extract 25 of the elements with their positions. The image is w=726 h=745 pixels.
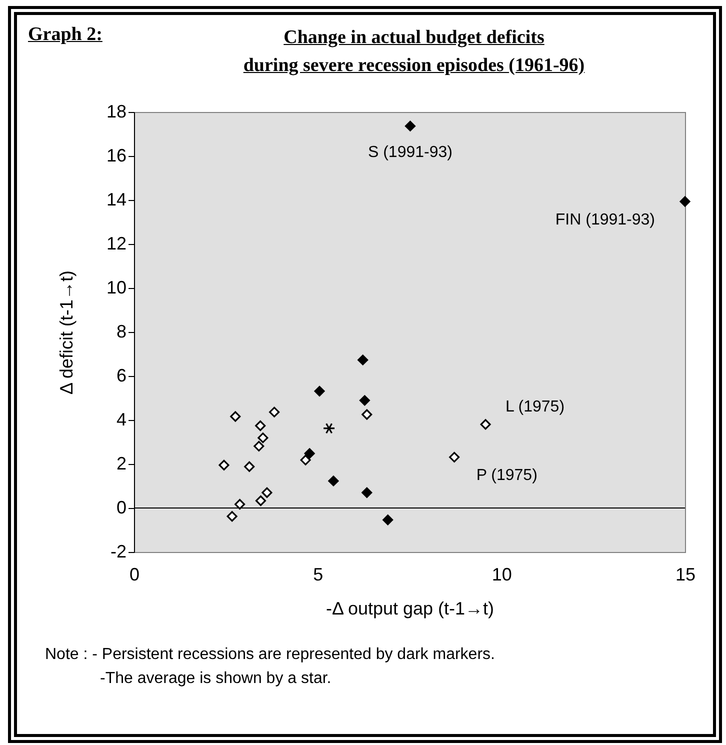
text: -The average is shown by a star.: [99, 669, 332, 689]
y-tick-label: 16: [106, 146, 126, 166]
y-tick-label: 10: [106, 278, 126, 298]
annotation: FIN (1991-93): [555, 212, 655, 229]
caption: Graph 2:: [28, 24, 102, 46]
annotation: S (1991-93): [368, 144, 452, 162]
y-tick-label: 8: [116, 322, 126, 342]
y-tick-label: 6: [116, 366, 126, 386]
chart-title: Change in actual budget deficits during severe recession episodes (1961-96): [242, 26, 586, 78]
x-tick-label: 0: [129, 564, 140, 584]
y-tick-label: -2: [110, 542, 126, 562]
annotation: L (1975): [506, 398, 565, 416]
x-tick-label: 5: [313, 564, 324, 584]
text: Note : - Persistent recessions are represented by dark markers.: [45, 645, 495, 665]
x-axis-title: -Δ output gap (t-1→t): [326, 598, 494, 618]
annotation: P (1975): [476, 467, 538, 484]
y-tick-label: 18: [106, 102, 126, 122]
x-tick-label: 15: [675, 564, 696, 584]
y-tick-label: 12: [106, 234, 126, 254]
x-tick-label: 10: [492, 564, 512, 584]
y-tick-label: 14: [106, 190, 126, 210]
y-tick-label: 2: [116, 454, 126, 474]
y-tick-label: 4: [116, 410, 126, 430]
y-axis-title: Δ deficit (t-1→t): [56, 270, 76, 395]
y-tick-label: 0: [116, 498, 126, 518]
